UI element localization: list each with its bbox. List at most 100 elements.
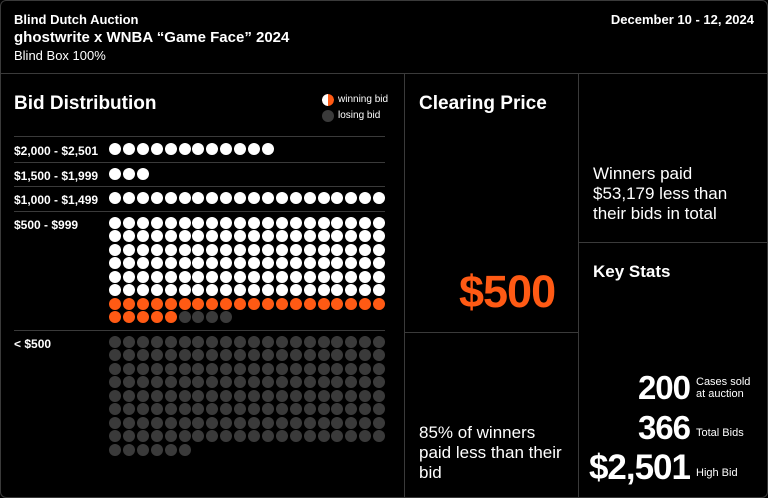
losing-bid-dot [178, 362, 191, 375]
losing-bid-dot [359, 349, 372, 361]
winning-bid-dot [317, 216, 330, 229]
losing-bid-dot [248, 430, 260, 442]
winning-bid-dot [206, 243, 219, 256]
winning-bid-dot [234, 270, 247, 283]
losing-bid-dot [150, 349, 163, 361]
winning-bid-dot [261, 143, 274, 155]
winning-bid-dot [261, 192, 274, 204]
losing-bid-dot [275, 349, 288, 361]
winning-bid-dot [206, 230, 219, 242]
clearing-price-value: $500 [459, 266, 556, 317]
winning-bid-dot [122, 257, 135, 269]
winning-bid-dot [206, 270, 219, 283]
clearing-price-bid-dot [317, 297, 330, 310]
winning-bid-dot [248, 257, 260, 269]
losing-bid-dot [122, 376, 135, 388]
savings-note: Winners paid $53,179 less than their bid… [593, 164, 728, 223]
winning-bid-dot [345, 192, 358, 204]
losing-bid-dot [150, 430, 163, 442]
winning-bid-dot [109, 257, 121, 269]
winning-bid-dot [248, 270, 260, 283]
winning-bid-dot [289, 216, 302, 229]
winning-bid-dot [317, 284, 330, 296]
key-stats-title: Key Stats [593, 262, 671, 281]
winning-bid-dot [331, 192, 344, 204]
losing-bid-dot [150, 376, 163, 388]
clearing-price-bid-dot [122, 311, 135, 323]
winning-bid-dot [178, 192, 191, 204]
winning-bid-dot [289, 192, 302, 204]
losing-bid-dot [234, 389, 247, 402]
winning-bid-dot [248, 230, 260, 242]
clearing-price-bid-dot [303, 297, 316, 310]
winning-bid-dot [289, 230, 302, 242]
winning-bid-dot [192, 270, 205, 283]
losing-bid-dot [289, 403, 302, 415]
clearing-price-title: Clearing Price [419, 93, 547, 114]
losing-bid-dot [303, 376, 316, 388]
winning-bid-dot [248, 284, 260, 296]
winning-bid-legend-icon [322, 94, 334, 106]
winning-bid-dot [192, 243, 205, 256]
winning-bid-dot [178, 230, 191, 242]
losing-bid-dot [359, 403, 372, 415]
losing-bid-dot [109, 416, 121, 429]
losing-bid-dot [122, 443, 135, 456]
winning-bid-dot [164, 230, 177, 242]
winning-bid-dot [248, 243, 260, 256]
losing-bid-dot [261, 335, 274, 348]
winning-bid-dot [234, 192, 247, 204]
winning-bid-dot [345, 230, 358, 242]
winning-bid-dot [261, 284, 274, 296]
losing-bid-dot [303, 335, 316, 348]
auction-dates: December 10 - 12, 2024 [610, 12, 754, 27]
winning-bid-dot [136, 257, 149, 269]
losing-bid-dot [136, 403, 149, 415]
clearing-divider [405, 332, 578, 333]
losing-bid-dot [109, 403, 121, 415]
winning-bid-dot [289, 284, 302, 296]
losing-bid-dot [289, 349, 302, 361]
losing-bid-dot [261, 403, 274, 415]
losing-bid-dot [303, 349, 316, 361]
losing-bid-dot [345, 349, 358, 361]
winning-bid-dot [331, 284, 344, 296]
losing-bid-dot [220, 349, 233, 361]
losing-bid-dot [109, 430, 121, 442]
category-divider [14, 186, 385, 187]
stat-label: Cases sold at auction [696, 376, 751, 400]
winning-bid-dot [359, 216, 372, 229]
winning-bid-dot [109, 230, 121, 242]
winning-bid-dot [345, 243, 358, 256]
winning-bid-dot [136, 270, 149, 283]
winning-bid-dot [122, 143, 135, 155]
losing-bid-dot [373, 376, 386, 388]
losing-bid-dot [109, 362, 121, 375]
category-label: $1,500 - $1,999 [14, 168, 99, 183]
losing-bid-dot [275, 416, 288, 429]
clearing-price-bid-dot [164, 311, 177, 323]
winning-bid-dot [234, 230, 247, 242]
losing-bid-dot [206, 349, 219, 361]
winning-bid-dot [206, 216, 219, 229]
winning-bid-dot [150, 243, 163, 256]
winning-bid-dot [178, 243, 191, 256]
losing-bid-dot [275, 430, 288, 442]
winning-bid-dot [261, 270, 274, 283]
winners-percent-note: 85% of winners paid less than their bid [419, 423, 562, 482]
losing-bid-dot [164, 389, 177, 402]
winning-bid-dot [345, 257, 358, 269]
winning-bid-dot [206, 257, 219, 269]
losing-bid-dot [206, 376, 219, 388]
clearing-price-bid-dot [206, 297, 219, 310]
losing-bid-dot [150, 335, 163, 348]
winning-bid-dot [206, 143, 219, 155]
winning-bid-dot [331, 243, 344, 256]
losing-bid-dot [109, 389, 121, 402]
losing-bid-dot [192, 349, 205, 361]
winning-bid-dot [109, 216, 121, 229]
winning-bid-dot [261, 230, 274, 242]
losing-bid-dot [192, 376, 205, 388]
losing-bid-dot [220, 416, 233, 429]
winning-bid-dot [150, 284, 163, 296]
